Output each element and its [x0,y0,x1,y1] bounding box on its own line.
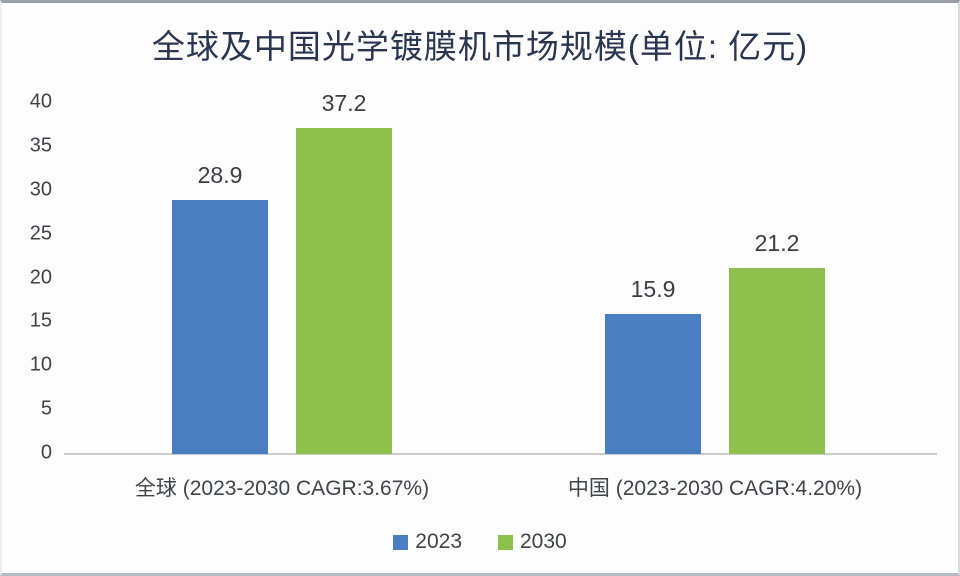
chart-title: 全球及中国光学镀膜机市场规模(单位: 亿元) [151,28,809,65]
x-category-label: 中国 (2023-2030 CAGR:4.20%) [567,477,863,500]
bar-2023-group2 [605,314,701,454]
bar-value-label: 37.2 [321,90,367,116]
legend: 2023 2030 [2,530,958,554]
bar-2023-group1 [172,200,268,454]
y-tick-label: 15 [29,309,52,332]
legend-label: 2030 [520,530,567,553]
legend-swatch-icon [498,534,513,550]
bar-2030-group2 [729,268,825,454]
y-tick-label: 25 [29,222,52,245]
y-tick-label: 0 [40,441,52,464]
y-tick-label: 5 [40,397,52,420]
y-tick-label: 20 [29,266,52,288]
bar-value-label: 15.9 [630,276,676,302]
y-tick-label: 10 [29,353,52,376]
y-tick-label: 30 [29,178,52,201]
legend-label: 2023 [415,530,462,553]
y-tick-label: 40 [29,90,52,113]
legend-item-2030: 2030 [498,530,567,554]
x-category-label: 全球 (2023-2030 CAGR:3.67%) [134,477,430,500]
legend-item-2023: 2023 [393,530,462,554]
legend-swatch-icon [393,534,409,550]
bar-value-label: 21.2 [754,230,800,256]
bar-2030-group1 [296,128,392,454]
y-tick-label: 35 [29,134,52,157]
x-axis-baseline [64,453,937,455]
bar-value-label: 28.9 [197,162,243,188]
